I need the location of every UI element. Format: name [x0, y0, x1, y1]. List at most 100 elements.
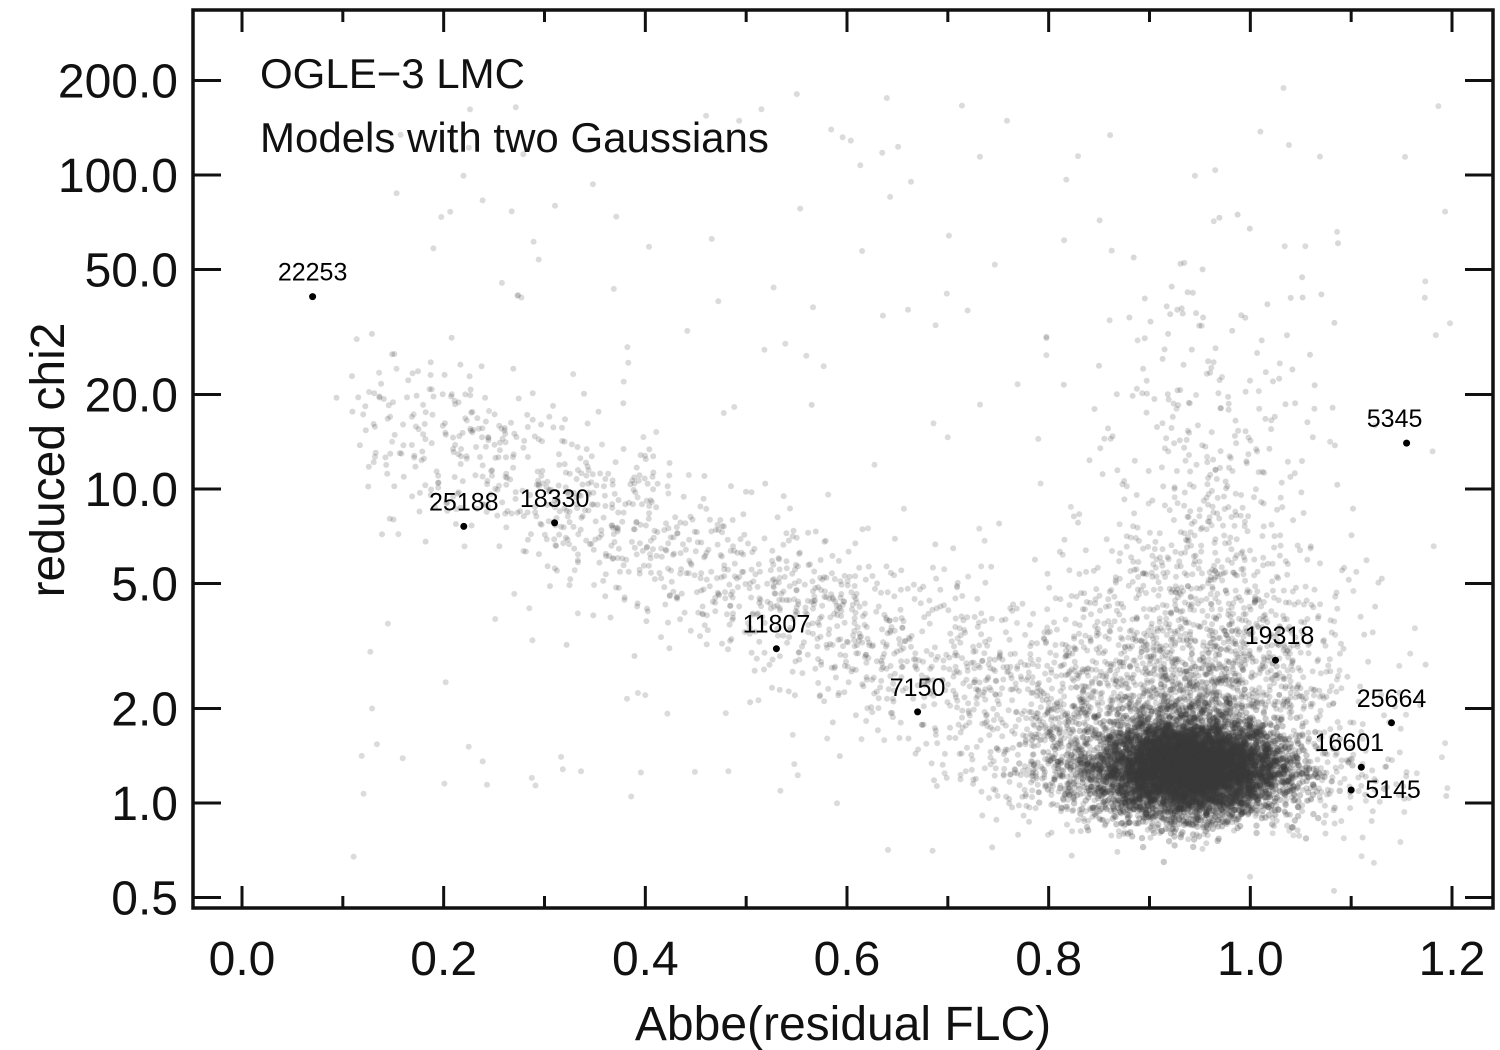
scatter-point — [1235, 777, 1242, 785]
scatter-point — [1144, 760, 1151, 767]
scatter-point — [1215, 751, 1222, 758]
scatter-point — [1133, 712, 1140, 720]
scatter-point — [1115, 782, 1123, 789]
scatter-point — [1096, 765, 1103, 773]
scatter-point — [1204, 786, 1212, 793]
scatter-point — [1223, 709, 1230, 716]
scatter-point — [1240, 759, 1247, 766]
scatter-point — [1168, 756, 1176, 763]
scatter-point — [1191, 724, 1199, 732]
scatter-point — [1132, 728, 1139, 735]
scatter-point — [1028, 736, 1036, 744]
scatter-point — [1204, 748, 1211, 755]
scatter-point — [1222, 782, 1230, 790]
scatter-point — [1189, 752, 1196, 760]
scatter-point — [1205, 757, 1212, 764]
scatter-point — [1310, 810, 1317, 818]
scatter-point — [1141, 744, 1148, 752]
scatter-point — [1186, 799, 1193, 806]
scatter-point — [1112, 772, 1120, 780]
scatter-point — [1221, 771, 1228, 778]
scatter-point — [1245, 751, 1253, 758]
scatter-point — [1205, 768, 1212, 775]
scatter-point — [1171, 807, 1178, 815]
scatter-point — [1113, 821, 1120, 828]
scatter-point — [1171, 842, 1178, 849]
scatter-point — [1336, 787, 1343, 794]
scatter-point — [1176, 795, 1184, 802]
scatter-point — [1166, 753, 1173, 760]
scatter-point — [1190, 768, 1198, 775]
scatter-point — [1201, 747, 1208, 754]
scatter-point — [1231, 750, 1238, 757]
scatter-point — [1016, 760, 1023, 767]
scatter-point — [1181, 749, 1189, 757]
scatter-point — [1192, 789, 1199, 797]
scatter-point — [1195, 759, 1203, 766]
scatter-point — [1242, 733, 1250, 741]
scatter-point — [1088, 783, 1095, 791]
scatter-point — [1149, 777, 1156, 785]
scatter-point — [1282, 777, 1290, 784]
scatter-point — [1107, 758, 1115, 765]
scatter-point — [1197, 755, 1205, 763]
scatter-point — [1159, 749, 1167, 756]
scatter-point — [1196, 786, 1203, 793]
scatter-point — [1229, 769, 1236, 776]
scatter-point — [1223, 759, 1231, 767]
scatter-point — [1116, 738, 1124, 745]
scatter-point — [1129, 769, 1136, 776]
scatter-point — [1168, 731, 1175, 738]
scatter-point — [1179, 779, 1187, 786]
scatter-point — [1190, 843, 1197, 851]
scatter-point — [1181, 775, 1189, 782]
scatter-point — [1195, 769, 1203, 776]
scatter-point — [1227, 769, 1235, 776]
scatter-point — [1241, 772, 1248, 780]
scatter-point — [1123, 787, 1130, 795]
scatter-point — [1198, 746, 1205, 753]
scatter-point — [1107, 755, 1115, 762]
scatter-point — [1183, 743, 1191, 750]
scatter-point — [1202, 785, 1209, 793]
scatter-point — [1189, 754, 1196, 761]
scatter-point — [1144, 745, 1151, 752]
scatter-point — [1150, 773, 1157, 780]
scatter-point — [1204, 739, 1212, 746]
scatter-point — [1151, 745, 1159, 752]
scatter-point — [1288, 773, 1296, 780]
scatter-point — [1160, 754, 1167, 761]
scatter-point — [1236, 772, 1243, 779]
scatter-point — [1191, 768, 1198, 776]
scatter-point — [1190, 803, 1197, 811]
scatter-point — [1232, 781, 1239, 789]
scatter-point — [1252, 765, 1259, 773]
scatter-point — [1156, 750, 1164, 757]
scatter-point — [1207, 785, 1215, 792]
scatter-point — [1281, 744, 1288, 752]
scatter-point — [1262, 715, 1269, 722]
scatter-point — [1138, 770, 1146, 778]
scatter-point — [1209, 797, 1217, 804]
scatter-point — [1115, 797, 1123, 804]
scatter-point — [1198, 742, 1205, 749]
scatter-point — [1252, 782, 1260, 789]
scatter-point — [1255, 728, 1262, 736]
scatter-point — [1149, 778, 1156, 785]
scatter-point — [1218, 771, 1226, 778]
scatter-point — [1180, 793, 1188, 800]
scatter-point — [1253, 729, 1260, 736]
scatter-point — [1185, 760, 1192, 767]
scatter-point — [1253, 741, 1260, 749]
scatter-point — [1193, 754, 1200, 762]
scatter-point — [1205, 791, 1213, 799]
scatter-point — [1165, 838, 1173, 845]
scatter-point — [1199, 765, 1206, 772]
scatter-point — [1160, 758, 1167, 765]
scatter-point — [1215, 765, 1222, 772]
scatter-point — [1117, 782, 1125, 789]
scatter-point — [1146, 745, 1153, 752]
scatter-point — [1225, 733, 1233, 741]
scatter-point — [1206, 761, 1214, 768]
